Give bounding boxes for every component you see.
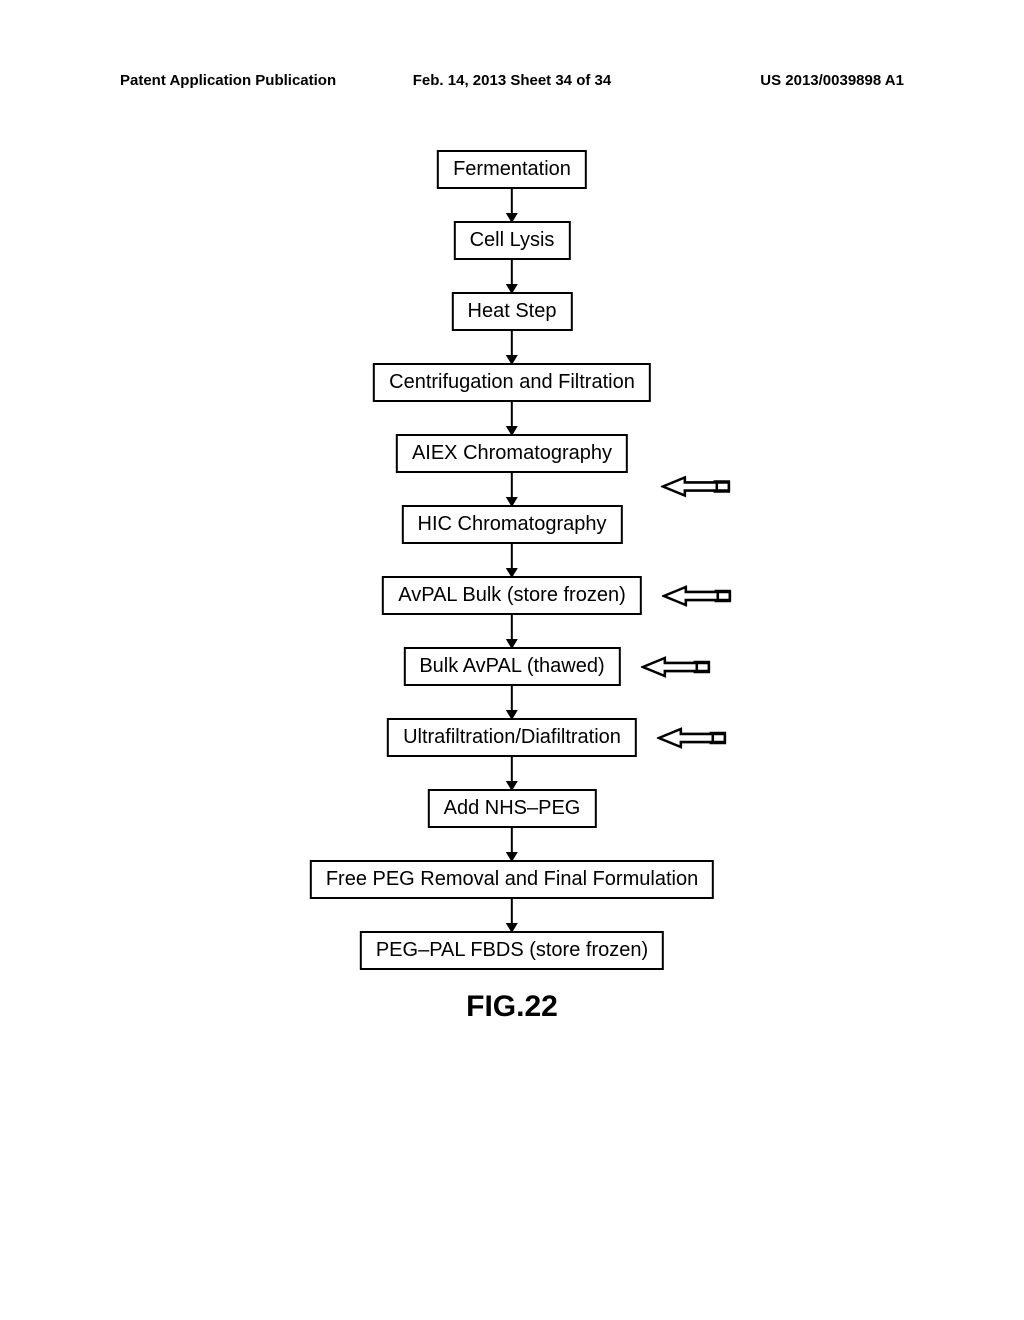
arrow-wrapper	[511, 899, 513, 931]
side-arrow-icon	[641, 656, 711, 678]
arrow-down-icon	[511, 331, 513, 363]
flowchart-box: Ultrafiltration/Diafiltration	[387, 718, 637, 757]
arrow-down-icon	[511, 544, 513, 576]
flowchart-box: Free PEG Removal and Final Formulation	[310, 860, 714, 899]
flowchart-row: AIEX Chromatography	[396, 434, 628, 473]
arrow-wrapper	[511, 686, 513, 718]
side-arrow-icon	[661, 476, 731, 503]
arrow-down-icon	[511, 615, 513, 647]
flowchart-row: Centrifugation and Filtration	[373, 363, 651, 402]
header-left: Patent Application Publication	[120, 72, 381, 89]
flowchart-row: Add NHS–PEG	[428, 789, 597, 828]
header-right: US 2013/0039898 A1	[643, 72, 904, 89]
flowchart-row: Bulk AvPAL (thawed)	[403, 647, 620, 686]
figure-label: FIG.22	[466, 990, 558, 1024]
arrow-down-icon	[511, 757, 513, 789]
flowchart-row: HIC Chromatography	[402, 505, 623, 544]
arrow-wrapper	[511, 260, 513, 292]
side-arrow-icon	[662, 585, 732, 607]
arrow-down-icon	[511, 402, 513, 434]
arrow-wrapper	[511, 615, 513, 647]
flowchart-box: AvPAL Bulk (store frozen)	[382, 576, 642, 615]
arrow-down-icon	[511, 899, 513, 931]
flowchart-box: Add NHS–PEG	[428, 789, 597, 828]
arrow-down-icon	[511, 189, 513, 221]
arrow-down-icon	[511, 260, 513, 292]
flowchart-row: Ultrafiltration/Diafiltration	[387, 718, 637, 757]
flowchart-row: Cell Lysis	[454, 221, 571, 260]
flowchart-box: Fermentation	[437, 150, 587, 189]
arrow-wrapper	[511, 402, 513, 434]
flowchart-box: AIEX Chromatography	[396, 434, 628, 473]
flowchart-row: Fermentation	[437, 150, 587, 189]
arrow-wrapper	[511, 331, 513, 363]
arrow-wrapper	[511, 544, 513, 576]
arrow-down-icon	[511, 473, 513, 505]
arrow-wrapper	[511, 757, 513, 789]
flowchart-box: PEG–PAL FBDS (store frozen)	[360, 931, 664, 970]
flowchart-box: Heat Step	[452, 292, 573, 331]
flowchart-box: Cell Lysis	[454, 221, 571, 260]
arrow-wrapper	[511, 473, 513, 505]
flowchart-row: Heat Step	[452, 292, 573, 331]
arrow-wrapper	[511, 828, 513, 860]
flowchart-box: Centrifugation and Filtration	[373, 363, 651, 402]
side-arrow-icon	[657, 727, 727, 749]
arrow-down-icon	[511, 686, 513, 718]
header-center: Feb. 14, 2013 Sheet 34 of 34	[381, 72, 642, 89]
arrow-down-icon	[511, 828, 513, 860]
flowchart-row: AvPAL Bulk (store frozen)	[382, 576, 642, 615]
flowchart-row: PEG–PAL FBDS (store frozen)	[360, 931, 664, 970]
flowchart-box: HIC Chromatography	[402, 505, 623, 544]
arrow-wrapper	[511, 189, 513, 221]
flowchart-container: Fermentation Cell Lysis Heat Step Centrifug…	[310, 150, 714, 1024]
flowchart-row: Free PEG Removal and Final Formulation	[310, 860, 714, 899]
flowchart-box: Bulk AvPAL (thawed)	[403, 647, 620, 686]
